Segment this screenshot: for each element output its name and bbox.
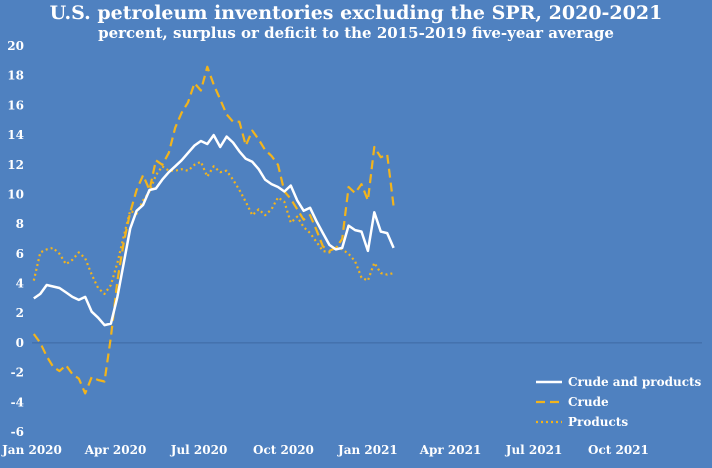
- y-tick-label: -6: [11, 425, 24, 439]
- y-tick-label: 0: [16, 336, 24, 350]
- x-tick-label: Jan 2021: [337, 443, 398, 457]
- legend-label: Products: [568, 415, 628, 429]
- x-tick-label: Oct 2021: [588, 443, 649, 457]
- y-tick-label: 10: [7, 187, 24, 201]
- x-tick-label: Jan 2020: [1, 443, 62, 457]
- y-tick-label: 20: [7, 39, 24, 53]
- y-tick-label: 14: [7, 128, 24, 142]
- y-tick-label: 6: [16, 247, 24, 261]
- x-tick-label: Oct 2020: [253, 443, 314, 457]
- chart-subtitle: percent, surplus or deficit to the 2015-…: [98, 24, 614, 42]
- y-tick-label: 2: [16, 306, 24, 320]
- y-tick-label: 18: [7, 69, 24, 83]
- chart-title: U.S. petroleum inventories excluding the…: [49, 2, 663, 24]
- series-layer: [32, 65, 395, 395]
- x-tick-label: Apr 2021: [419, 443, 482, 457]
- x-tick-label: Jul 2020: [170, 443, 228, 457]
- legend: Crude and products Crude Products: [536, 375, 702, 429]
- y-tick-label: 8: [16, 217, 24, 231]
- x-tick-label: Jul 2021: [505, 443, 563, 457]
- y-tick-label: 16: [7, 98, 24, 112]
- series-line-products: [32, 160, 394, 295]
- series-line-crude-and-products: [33, 133, 395, 327]
- y-tick-label: -4: [11, 395, 24, 409]
- y-tick-label: 4: [16, 277, 24, 291]
- legend-label: Crude: [568, 395, 609, 409]
- series-line-crude: [32, 65, 395, 395]
- y-tick-label: -2: [11, 366, 24, 380]
- y-tick-label: 12: [7, 158, 24, 172]
- x-tick-label: Apr 2020: [84, 443, 147, 457]
- legend-label: Crude and products: [568, 375, 702, 389]
- x-tick-labels: Jan 2020 Apr 2020 Jul 2020 Oct 2020 Jan 2021…: [1, 443, 649, 457]
